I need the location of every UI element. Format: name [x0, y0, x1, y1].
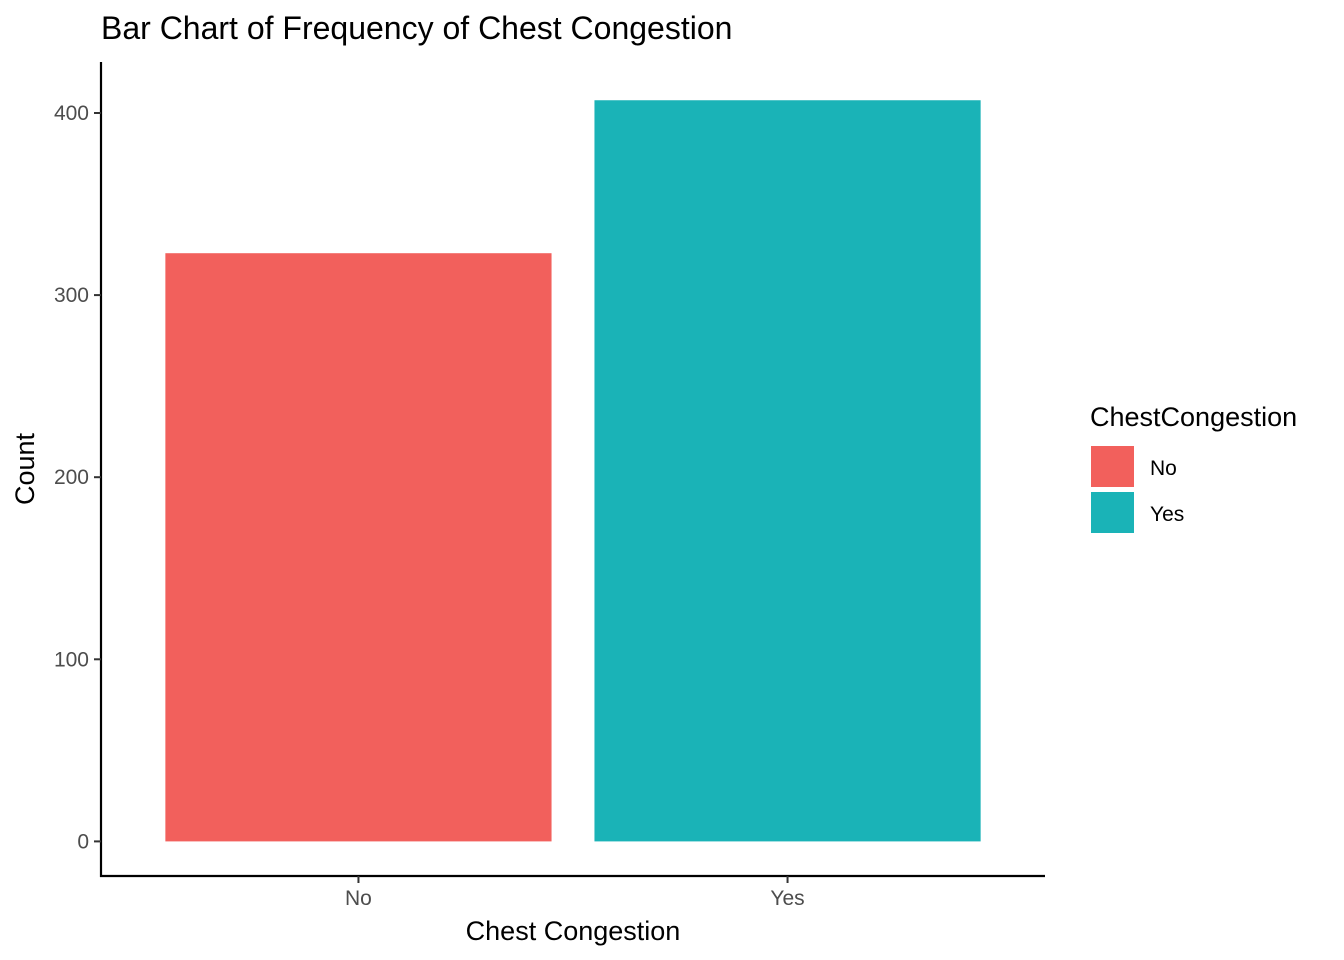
- legend-label-yes: Yes: [1150, 503, 1184, 526]
- x-axis-title: Chest Congestion: [466, 916, 681, 946]
- legend-swatch-yes: [1091, 492, 1134, 533]
- legend-label-no: No: [1150, 457, 1177, 480]
- chart-title: Bar Chart of Frequency of Chest Congesti…: [101, 10, 732, 46]
- bar-no: [165, 253, 552, 842]
- y-tick-label: 400: [54, 102, 89, 125]
- bars-group: [165, 100, 981, 842]
- x-ticks-group: No Yes: [345, 876, 805, 910]
- y-tick-label: 100: [54, 648, 89, 671]
- legend-title: ChestCongestion: [1090, 402, 1297, 432]
- y-axis-title: Count: [10, 432, 40, 505]
- legend: ChestCongestion No Yes: [1090, 402, 1297, 533]
- bar-yes: [594, 100, 981, 842]
- x-tick-label: Yes: [770, 887, 804, 910]
- y-tick-label: 200: [54, 466, 89, 489]
- x-tick-label: No: [345, 887, 372, 910]
- y-tick-label: 0: [77, 830, 89, 853]
- y-tick-label: 300: [54, 284, 89, 307]
- legend-swatch-no: [1091, 446, 1134, 487]
- y-ticks-group: 0 100 200 300 400: [54, 102, 101, 853]
